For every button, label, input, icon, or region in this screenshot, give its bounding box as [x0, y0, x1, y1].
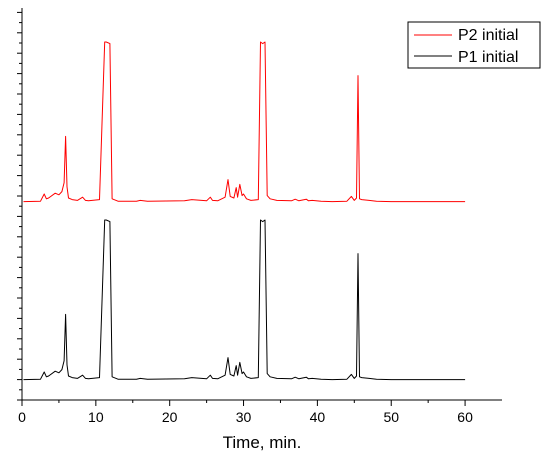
x-tick-label-0: 0: [18, 409, 26, 425]
series-line-p2-initial: [23, 41, 466, 203]
x-tick-label-50: 50: [383, 409, 399, 425]
x-tick-label-30: 30: [236, 409, 252, 425]
legend-label-p1: P1 initial: [458, 49, 518, 66]
x-tick-label-10: 10: [88, 409, 104, 425]
x-axis-ticks: 0 10 20 30 40 50 60: [18, 400, 473, 425]
series-line-p1-initial: [23, 219, 466, 381]
x-tick-label-20: 20: [162, 409, 178, 425]
x-tick-label-40: 40: [310, 409, 326, 425]
plot-area: 0 10 20 30 40 50 60: [17, 8, 502, 425]
legend: P2 initial P1 initial: [407, 21, 541, 69]
series-layer: [23, 41, 466, 381]
y-axis-ticks: [17, 11, 22, 401]
x-tick-label-60: 60: [457, 409, 473, 425]
legend-box: [407, 21, 541, 69]
legend-label-p2: P2 initial: [458, 27, 518, 44]
x-axis-title: Time, min.: [223, 433, 302, 452]
